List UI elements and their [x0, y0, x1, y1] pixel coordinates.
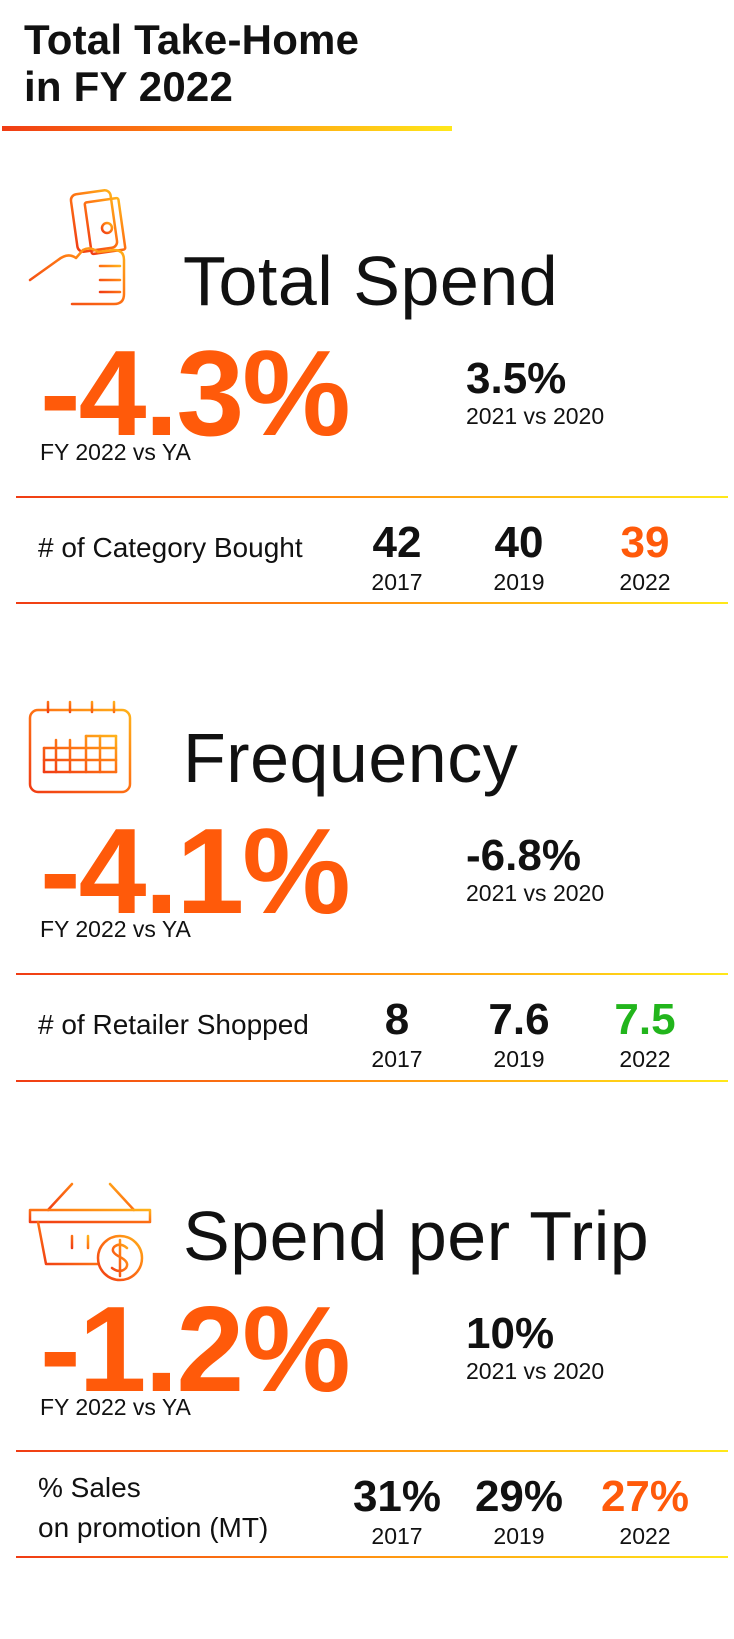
stat-value: 31%: [352, 1472, 442, 1521]
stat-2017: 42 2017: [342, 518, 452, 596]
stat-value: 42: [372, 518, 422, 567]
stat-2017: 31% 2017: [342, 1472, 452, 1550]
main-percent-value: -1.2%: [40, 1281, 351, 1417]
section-divider-bottom: [16, 1080, 728, 1082]
stat-2022: 7.5 2022: [590, 995, 700, 1073]
stat-row-label: # of Retailer Shopped: [38, 1005, 309, 1045]
title-underline: [2, 126, 452, 131]
side-percent-value: -6.8%: [466, 831, 581, 880]
section-divider-top: [16, 973, 728, 975]
stat-value: 29%: [474, 1472, 564, 1521]
stat-row-label-line-1: # of Category Bought: [38, 532, 303, 563]
stat-2022: 39 2022: [590, 518, 700, 596]
stat-year: 2017: [371, 569, 423, 595]
stat-2019: 7.6 2019: [464, 995, 574, 1073]
stat-2019: 40 2019: [464, 518, 574, 596]
stat-value: 8: [384, 995, 410, 1044]
section-divider-top: [16, 496, 728, 498]
hand-holding-money-icon: [28, 188, 138, 318]
main-percent-value: -4.3%: [40, 325, 351, 461]
stat-year: 2017: [371, 1523, 423, 1549]
page-title-line-1: Total Take-Home: [24, 16, 360, 63]
stat-row-label-line-1: % Sales: [38, 1472, 141, 1503]
section-divider-bottom: [16, 602, 728, 604]
stat-value: 7.6: [488, 995, 550, 1044]
main-percent-label: FY 2022 vs YA: [40, 1394, 191, 1420]
stat-year: 2022: [619, 1523, 671, 1549]
side-percent-value: 3.5%: [466, 354, 567, 403]
stat-year: 2019: [493, 569, 545, 595]
stat-value: 40: [494, 518, 544, 567]
stat-year: 2017: [371, 1046, 423, 1072]
stat-2017: 8 2017: [342, 995, 452, 1073]
main-percent-value: -4.1%: [40, 803, 351, 939]
stat-value: 7.5: [614, 995, 676, 1044]
stat-row-label-line-2: on promotion (MT): [38, 1512, 269, 1543]
side-percent-label: 2021 vs 2020: [466, 880, 605, 906]
main-percent-label: FY 2022 vs YA: [40, 439, 191, 465]
stat-value: 27%: [600, 1472, 690, 1521]
side-percent-label: 2021 vs 2020: [466, 403, 605, 429]
side-percent-value: 10%: [466, 1309, 555, 1358]
section-divider-bottom: [16, 1556, 728, 1558]
stat-year: 2019: [493, 1523, 545, 1549]
stat-2019: 29% 2019: [464, 1472, 574, 1550]
main-percent-label: FY 2022 vs YA: [40, 916, 191, 942]
stat-row-label: % Sales on promotion (MT): [38, 1468, 268, 1548]
stat-value: 39: [620, 518, 670, 567]
section-divider-top: [16, 1450, 728, 1452]
section-title: Total Spend: [183, 242, 559, 320]
stat-year: 2022: [619, 1046, 671, 1072]
page-title-line-2: in FY 2022: [24, 63, 234, 110]
page-title: Total Take-Home in FY 2022: [24, 16, 359, 110]
section-title: Frequency: [183, 719, 519, 797]
section-title: Spend per Trip: [183, 1197, 650, 1275]
stat-year: 2019: [493, 1046, 545, 1072]
stat-row-label: # of Category Bought: [38, 528, 303, 568]
stat-2022: 27% 2022: [590, 1472, 700, 1550]
calendar-icon: [28, 700, 133, 800]
stat-year: 2022: [619, 569, 671, 595]
side-percent-label: 2021 vs 2020: [466, 1358, 605, 1384]
stat-row-label-line-1: # of Retailer Shopped: [38, 1009, 309, 1040]
shopping-basket-dollar-icon: [28, 1180, 158, 1295]
